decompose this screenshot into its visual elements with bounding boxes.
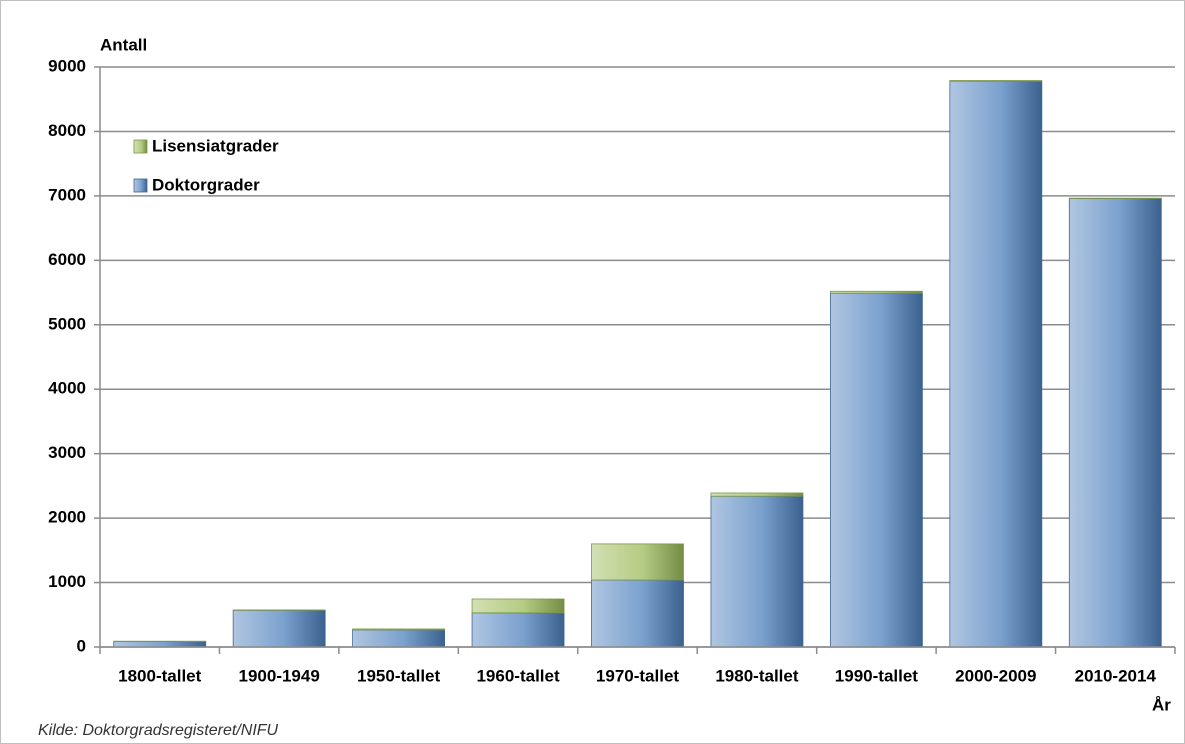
x-tick-label: 1970-tallet <box>596 666 679 685</box>
bar-segment <box>949 80 1043 648</box>
y-tick-label: 3000 <box>48 443 86 462</box>
bar-segment <box>471 612 565 648</box>
x-tick-label: 1980-tallet <box>715 666 798 685</box>
bar-segment <box>710 492 804 497</box>
x-tick-label: 1800-tallet <box>118 666 201 685</box>
x-tick-label: 1960-tallet <box>476 666 559 685</box>
bar-segment <box>352 628 446 631</box>
bar-segment <box>710 495 804 648</box>
source-note: Kilde: Doktorgradsregisteret/NIFU <box>38 722 279 739</box>
bar-segment <box>591 579 684 648</box>
y-tick-label: 2000 <box>48 508 86 527</box>
legend-swatch <box>133 139 148 154</box>
y-tick-label: 4000 <box>48 379 86 398</box>
x-tick-label: 1950-tallet <box>357 666 440 685</box>
x-axis-label: År <box>1152 695 1171 714</box>
y-tick-label: 0 <box>77 636 86 655</box>
y-tick-label: 5000 <box>48 314 86 333</box>
x-tick-label: 1990-tallet <box>835 666 918 685</box>
bar-segment <box>113 641 207 648</box>
bar-segment <box>949 80 1043 82</box>
y-tick-label: 6000 <box>48 250 86 269</box>
legend-label: Doktorgrader <box>152 175 260 194</box>
bar-segment <box>232 609 326 648</box>
x-tick-label: 1900-1949 <box>239 666 320 685</box>
y-tick-label: 9000 <box>48 56 86 75</box>
bar-segment <box>829 292 923 648</box>
x-tick-label: 2000-2009 <box>955 666 1036 685</box>
x-tick-label: 2010-2014 <box>1075 666 1157 685</box>
y-axis-label: Antall <box>100 35 147 54</box>
bar-segment <box>1068 198 1162 648</box>
y-tick-label: 7000 <box>48 185 86 204</box>
bar-segment <box>471 598 565 614</box>
bar-segment <box>352 629 446 648</box>
y-tick-label: 8000 <box>48 121 86 140</box>
legend-swatch <box>133 178 148 193</box>
bar-segment <box>591 543 684 581</box>
y-tick-label: 1000 <box>48 572 86 591</box>
bar-segment <box>829 290 923 294</box>
legend-label: Lisensiatgrader <box>152 136 279 155</box>
